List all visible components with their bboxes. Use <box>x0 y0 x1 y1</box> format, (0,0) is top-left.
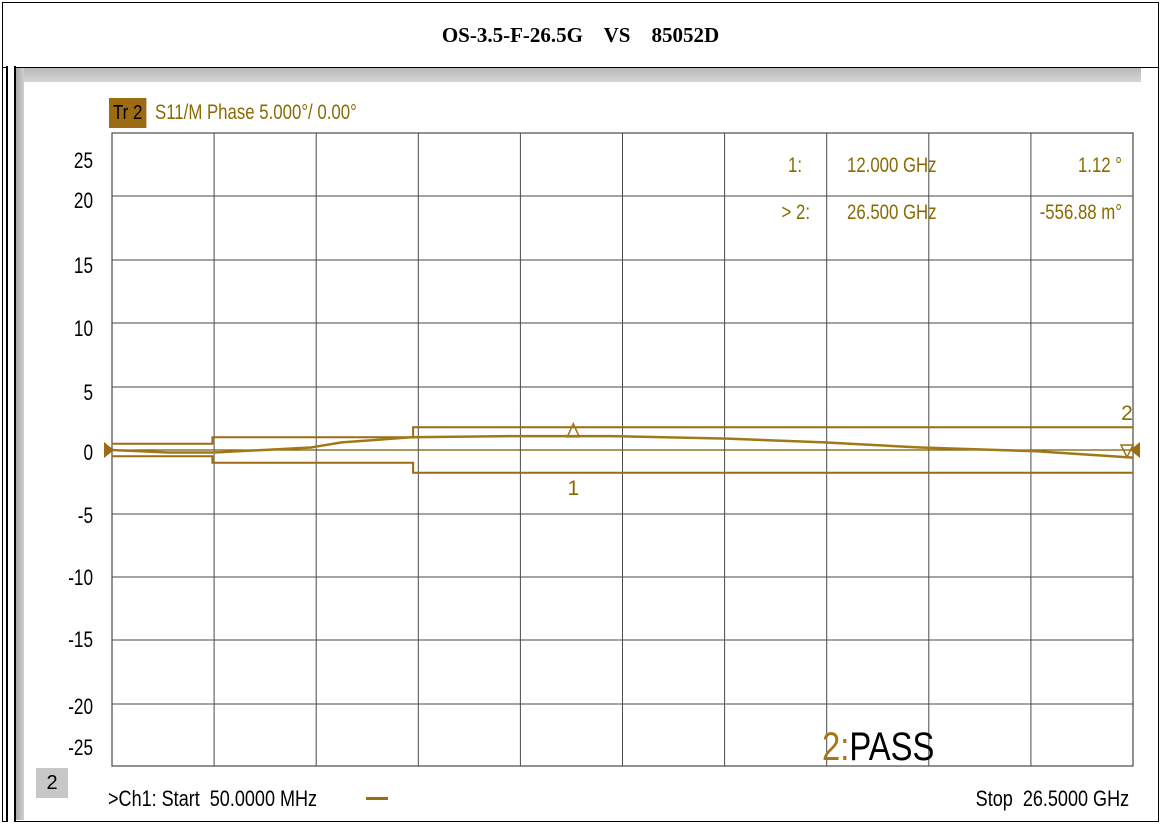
pass-number: 2: <box>822 724 849 769</box>
screen-top-bar <box>16 68 1141 82</box>
trace-layer <box>104 434 1140 459</box>
y-tick-label: 5 <box>83 381 93 406</box>
screen-left-frame <box>6 66 16 822</box>
reference-pointer-right <box>1130 442 1140 458</box>
y-tick-label: -15 <box>68 628 93 653</box>
limit-lines <box>112 426 1133 474</box>
marker-1-freq: 12.000 GHz <box>847 154 937 177</box>
marker-2-triangle <box>1119 444 1135 459</box>
limit-line <box>112 455 1133 474</box>
reference-pointer-left <box>104 442 114 458</box>
trace-color-indicator <box>366 797 388 800</box>
y-tick-label: -10 <box>68 566 93 591</box>
marker-2-freq: 26.500 GHz <box>847 201 937 224</box>
marker-1-triangle <box>566 421 581 438</box>
y-tick-label: 10 <box>74 317 93 342</box>
marker-readout: 1: 12.000 GHz 1.12 ° > 2: 26.500 GHz -55… <box>782 154 1122 224</box>
marker-1-value: 1.12 ° <box>1078 154 1122 177</box>
marker-1-label: 1 <box>567 477 579 500</box>
y-tick-labels: 25 20 15 10 5 0 -5 -10 -15 -20 -25 <box>68 149 93 761</box>
marker-2-value: -556.88 m° <box>1040 201 1122 224</box>
figure-title: OS-3.5-F-26.5G VS 85052D <box>3 3 1158 68</box>
svg-text:2:PASS: 2:PASS <box>822 724 934 769</box>
limit-line <box>112 426 1133 445</box>
y-tick-label: 0 <box>83 441 93 466</box>
marker-1-id: 1: <box>788 154 802 177</box>
marker-2-label: 2 <box>1121 402 1133 425</box>
phase-trace <box>111 434 1134 459</box>
pass-word: PASS <box>849 724 934 769</box>
marker-layer: 12 <box>566 402 1135 500</box>
pass-indicator: 2:PASS <box>822 724 934 769</box>
marker-2-id: > 2: <box>782 201 810 224</box>
y-tick-label: 15 <box>74 254 93 279</box>
stop-frequency: Stop 26.5000 GHz <box>975 786 1129 811</box>
y-tick-label: 25 <box>74 149 93 174</box>
trace-label[interactable]: S11/M Phase 5.000°/ 0.00° <box>155 101 357 124</box>
start-frequency: >Ch1: Start 50.0000 MHz <box>108 786 318 811</box>
y-tick-label: -25 <box>68 736 93 761</box>
screen-left-bar <box>16 68 24 820</box>
y-tick-label: -20 <box>68 695 93 720</box>
y-tick-label: 20 <box>74 189 93 214</box>
channel-number[interactable]: 2 <box>36 768 68 798</box>
y-tick-label: -5 <box>78 504 93 529</box>
trace-badge[interactable]: Tr 2 <box>109 98 147 128</box>
